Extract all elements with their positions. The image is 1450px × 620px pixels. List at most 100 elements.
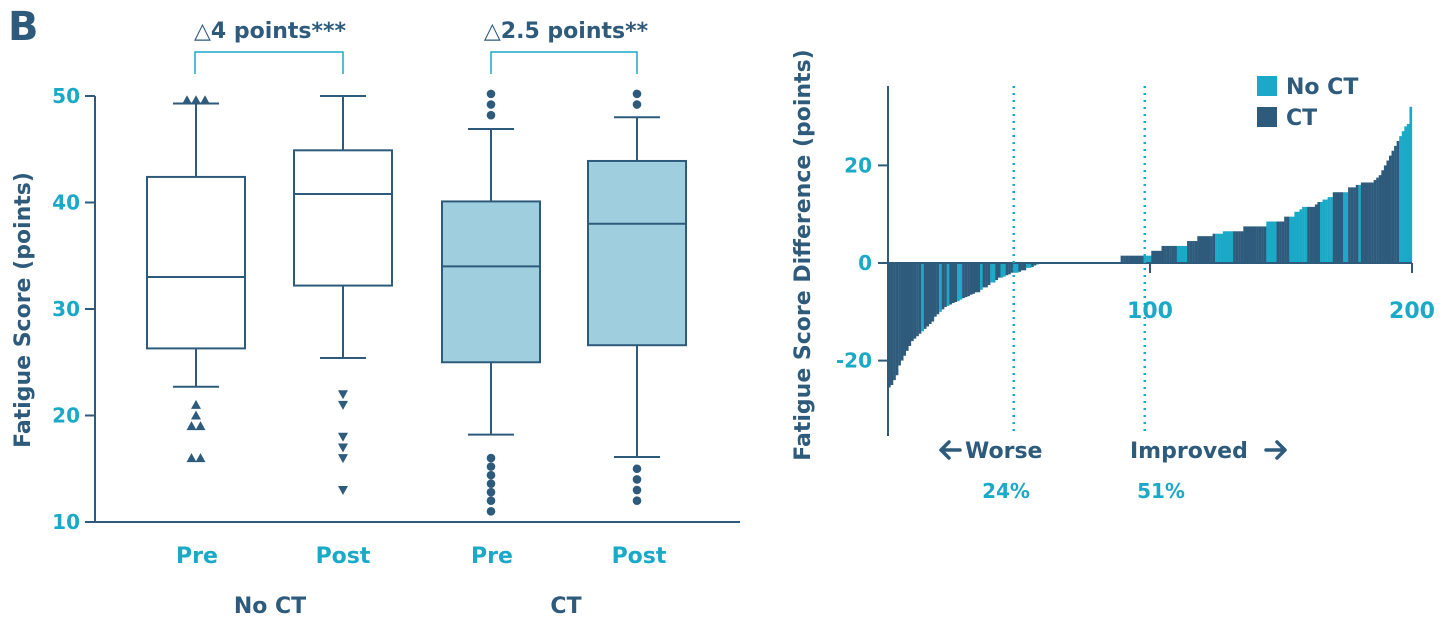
outlier-point xyxy=(338,454,348,464)
difference-bar xyxy=(949,263,953,305)
outlier-point xyxy=(338,400,348,410)
difference-bar xyxy=(913,263,917,339)
difference-bar xyxy=(941,263,945,310)
difference-bar xyxy=(1378,175,1382,263)
difference-bar xyxy=(1261,226,1264,263)
outlier-point xyxy=(191,410,201,420)
difference-bar xyxy=(1013,263,1016,273)
outlier-point xyxy=(486,110,496,120)
difference-bar xyxy=(900,263,904,361)
difference-bar xyxy=(985,263,988,288)
difference-bar xyxy=(977,263,981,293)
difference-bar xyxy=(928,263,932,324)
difference-bar xyxy=(895,263,899,376)
x-label-ct-pre: Pre xyxy=(471,544,513,569)
difference-bar xyxy=(1358,184,1362,263)
outlier-point xyxy=(632,100,642,109)
improved-label: Improved xyxy=(1130,439,1248,464)
difference-bar xyxy=(1128,255,1131,263)
outlier-point xyxy=(486,479,496,488)
outlier-point xyxy=(338,486,348,496)
iqr-box xyxy=(146,175,246,350)
difference-bar xyxy=(1291,216,1295,263)
difference-bar xyxy=(995,263,999,281)
difference-bar xyxy=(1256,226,1259,263)
outlier-point xyxy=(632,89,642,99)
difference-bar xyxy=(1399,136,1402,263)
difference-bar xyxy=(1284,216,1287,263)
difference-bar xyxy=(957,263,960,302)
difference-bar xyxy=(974,263,978,293)
difference-bar xyxy=(1240,231,1244,263)
difference-bar xyxy=(939,263,942,312)
difference-bar xyxy=(1179,245,1183,263)
difference-bar xyxy=(1245,226,1249,263)
difference-bar xyxy=(1161,245,1165,263)
improved-percent: 51% xyxy=(1137,479,1185,503)
difference-bar xyxy=(1404,126,1408,263)
difference-bar xyxy=(992,263,996,283)
difference-bar xyxy=(1363,182,1367,263)
difference-bar xyxy=(1345,192,1349,263)
difference-bar xyxy=(967,263,970,297)
iqr-box xyxy=(587,159,687,347)
difference-bar xyxy=(921,263,924,332)
difference-bar xyxy=(1207,236,1211,263)
right-y-axis-label: Fatigue Score Difference (points) xyxy=(791,49,816,460)
difference-bar xyxy=(1003,263,1006,277)
difference-bar xyxy=(1253,226,1257,263)
difference-bar xyxy=(1181,245,1185,263)
difference-bar xyxy=(1220,233,1223,263)
x-label-ct-post: Post xyxy=(612,544,667,569)
outlier-point xyxy=(338,390,348,400)
difference-bar xyxy=(1199,236,1203,263)
difference-bar xyxy=(944,263,947,307)
difference-bar xyxy=(987,263,991,285)
right-y-tick-label: 20 xyxy=(844,153,872,177)
ct-annotation: △2.5 points** xyxy=(484,19,649,44)
difference-bar xyxy=(1327,197,1331,263)
outlier-point xyxy=(632,496,642,506)
difference-bar xyxy=(969,263,973,295)
difference-bar xyxy=(1335,192,1339,263)
difference-bar xyxy=(1204,236,1208,263)
difference-bar xyxy=(911,263,914,342)
difference-bar xyxy=(931,263,935,322)
x-label-no-ct-pre: Pre xyxy=(176,544,218,569)
left-arrow-icon xyxy=(939,440,962,460)
difference-bar xyxy=(1148,255,1152,263)
outlier-point xyxy=(486,470,496,480)
difference-bar xyxy=(1279,221,1282,263)
outlier-point xyxy=(200,95,210,105)
difference-bar xyxy=(1189,241,1193,263)
outlier-point xyxy=(195,453,206,463)
worse-indicator: Worse xyxy=(939,439,1042,464)
outlier-point xyxy=(632,485,642,495)
difference-bar xyxy=(936,263,940,315)
difference-bar xyxy=(1355,184,1359,263)
outlier-point xyxy=(191,399,201,409)
difference-bar xyxy=(1028,263,1032,268)
difference-bar xyxy=(1176,245,1180,263)
difference-bar xyxy=(1192,241,1195,263)
difference-bar xyxy=(1386,160,1390,263)
difference-bar xyxy=(926,263,930,327)
difference-bar xyxy=(1309,206,1313,263)
ct-bracket xyxy=(490,51,638,74)
outlier-point xyxy=(338,443,348,453)
difference-bar xyxy=(1406,123,1410,263)
difference-bar xyxy=(888,263,891,388)
legend-label-ct: CT xyxy=(1286,106,1317,131)
difference-bar xyxy=(1133,255,1137,263)
difference-bar xyxy=(962,263,965,299)
difference-bar xyxy=(1396,141,1400,263)
difference-bar xyxy=(923,263,927,329)
difference-bar xyxy=(954,263,958,303)
difference-bar xyxy=(1146,255,1149,263)
difference-bar xyxy=(1312,206,1316,263)
difference-bar xyxy=(1235,231,1239,263)
difference-bar xyxy=(1360,182,1364,263)
difference-bar xyxy=(1350,187,1354,263)
no-ct-annotation: △4 points*** xyxy=(194,19,347,44)
